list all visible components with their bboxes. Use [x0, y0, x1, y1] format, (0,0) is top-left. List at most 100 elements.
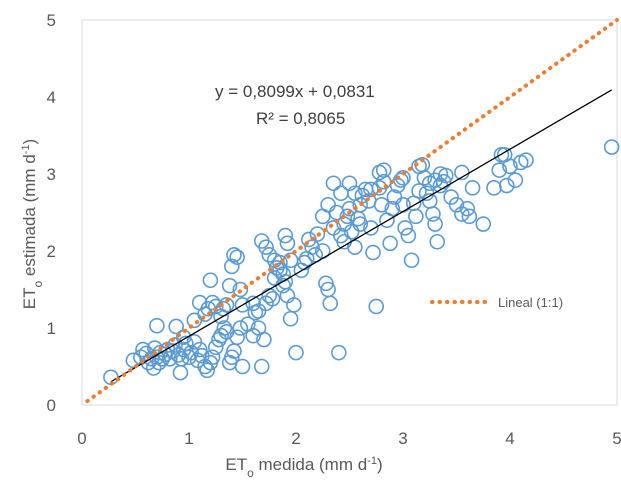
data-point — [224, 258, 240, 275]
reference-line-1to1 — [85, 18, 619, 404]
data-point — [232, 281, 249, 298]
data-point — [309, 226, 326, 242]
data-point — [229, 329, 245, 346]
data-point — [175, 341, 192, 358]
data-point — [229, 249, 245, 265]
data-point — [341, 175, 358, 192]
data-point — [365, 244, 381, 261]
data-point — [277, 227, 294, 244]
data-point — [411, 183, 427, 199]
data-point — [427, 216, 443, 232]
data-point — [373, 197, 390, 213]
data-point — [318, 275, 334, 292]
data-point — [425, 206, 441, 222]
data-point — [603, 139, 620, 155]
data-point — [204, 349, 221, 366]
data-point — [475, 216, 492, 232]
data-point — [199, 362, 215, 379]
data-point — [234, 358, 251, 375]
data-point — [411, 158, 427, 175]
data-point — [161, 350, 178, 367]
y-tick-label: 2 — [47, 242, 56, 261]
data-point — [384, 200, 401, 217]
data-point — [464, 180, 481, 196]
data-point — [213, 327, 229, 344]
data-point — [282, 310, 299, 327]
data-point — [261, 287, 278, 304]
data-point — [250, 303, 267, 319]
y-axis-title: ETo estimada (mm d-1) — [20, 139, 45, 309]
data-point — [224, 349, 240, 366]
data-point — [518, 152, 534, 168]
data-point — [339, 208, 356, 225]
x-tick-label: 2 — [291, 429, 300, 448]
data-point — [429, 233, 446, 250]
data-point — [197, 358, 213, 375]
data-point — [202, 272, 219, 289]
data-point — [256, 331, 272, 348]
x-tick-label: 1 — [184, 429, 193, 448]
data-point — [221, 277, 238, 294]
data-point — [216, 320, 233, 336]
data-point — [307, 247, 324, 263]
data-point — [363, 220, 379, 236]
y-tick-label: 0 — [47, 396, 56, 415]
x-tick-label: 4 — [505, 429, 514, 448]
data-point — [286, 297, 302, 313]
data-point — [191, 341, 208, 358]
y-tick-label: 4 — [47, 88, 56, 107]
data-point — [386, 189, 403, 205]
data-point — [498, 177, 515, 194]
x-tick-label: 5 — [612, 429, 621, 448]
data-point — [301, 231, 317, 248]
data-point — [333, 185, 349, 202]
data-point — [234, 297, 251, 313]
data-point — [459, 200, 476, 217]
data-point — [266, 270, 283, 286]
trendline — [110, 89, 612, 383]
data-point — [135, 341, 151, 358]
x-axis-title: ETo medida (mm d-1) — [225, 455, 382, 480]
data-point — [261, 247, 278, 263]
data-point — [207, 298, 224, 315]
legend-label-reference: Lineal (1:1) — [498, 295, 563, 310]
y-tick-label: 3 — [47, 165, 56, 184]
data-point — [403, 252, 420, 269]
data-point — [375, 162, 392, 178]
data-point — [165, 343, 181, 359]
plot-area: 0 1 2 3 4 5 0 1 2 3 4 5 — [47, 11, 621, 448]
y-tick-label: 5 — [47, 11, 56, 30]
data-point — [461, 208, 478, 225]
data-point — [393, 172, 409, 188]
data-point — [363, 181, 379, 198]
trendline-r2-label: R² = 0,8065 — [256, 109, 345, 128]
data-point — [491, 162, 508, 178]
data-point — [125, 352, 142, 369]
data-point — [172, 364, 189, 381]
data-point — [330, 344, 347, 361]
data-point — [352, 216, 369, 232]
data-point — [343, 223, 360, 240]
data-point — [186, 334, 203, 350]
data-point — [368, 298, 385, 315]
data-point — [443, 189, 459, 205]
data-point — [486, 180, 502, 196]
data-point — [408, 208, 424, 225]
data-point — [258, 239, 274, 255]
x-tick-label: 0 — [77, 429, 86, 448]
plot-frame — [81, 19, 618, 406]
data-point — [186, 312, 203, 329]
data-point — [382, 235, 398, 252]
data-point — [232, 320, 249, 336]
legend: Lineal (1:1) — [430, 295, 563, 310]
x-tick-label: 3 — [398, 429, 407, 448]
data-point — [448, 197, 465, 213]
data-point — [502, 158, 518, 175]
data-point — [226, 247, 242, 263]
data-point — [272, 262, 288, 279]
data-point — [168, 318, 184, 335]
data-point — [145, 360, 162, 376]
trendline-equation-label: y = 0,8099x + 0,0831 — [215, 82, 375, 101]
